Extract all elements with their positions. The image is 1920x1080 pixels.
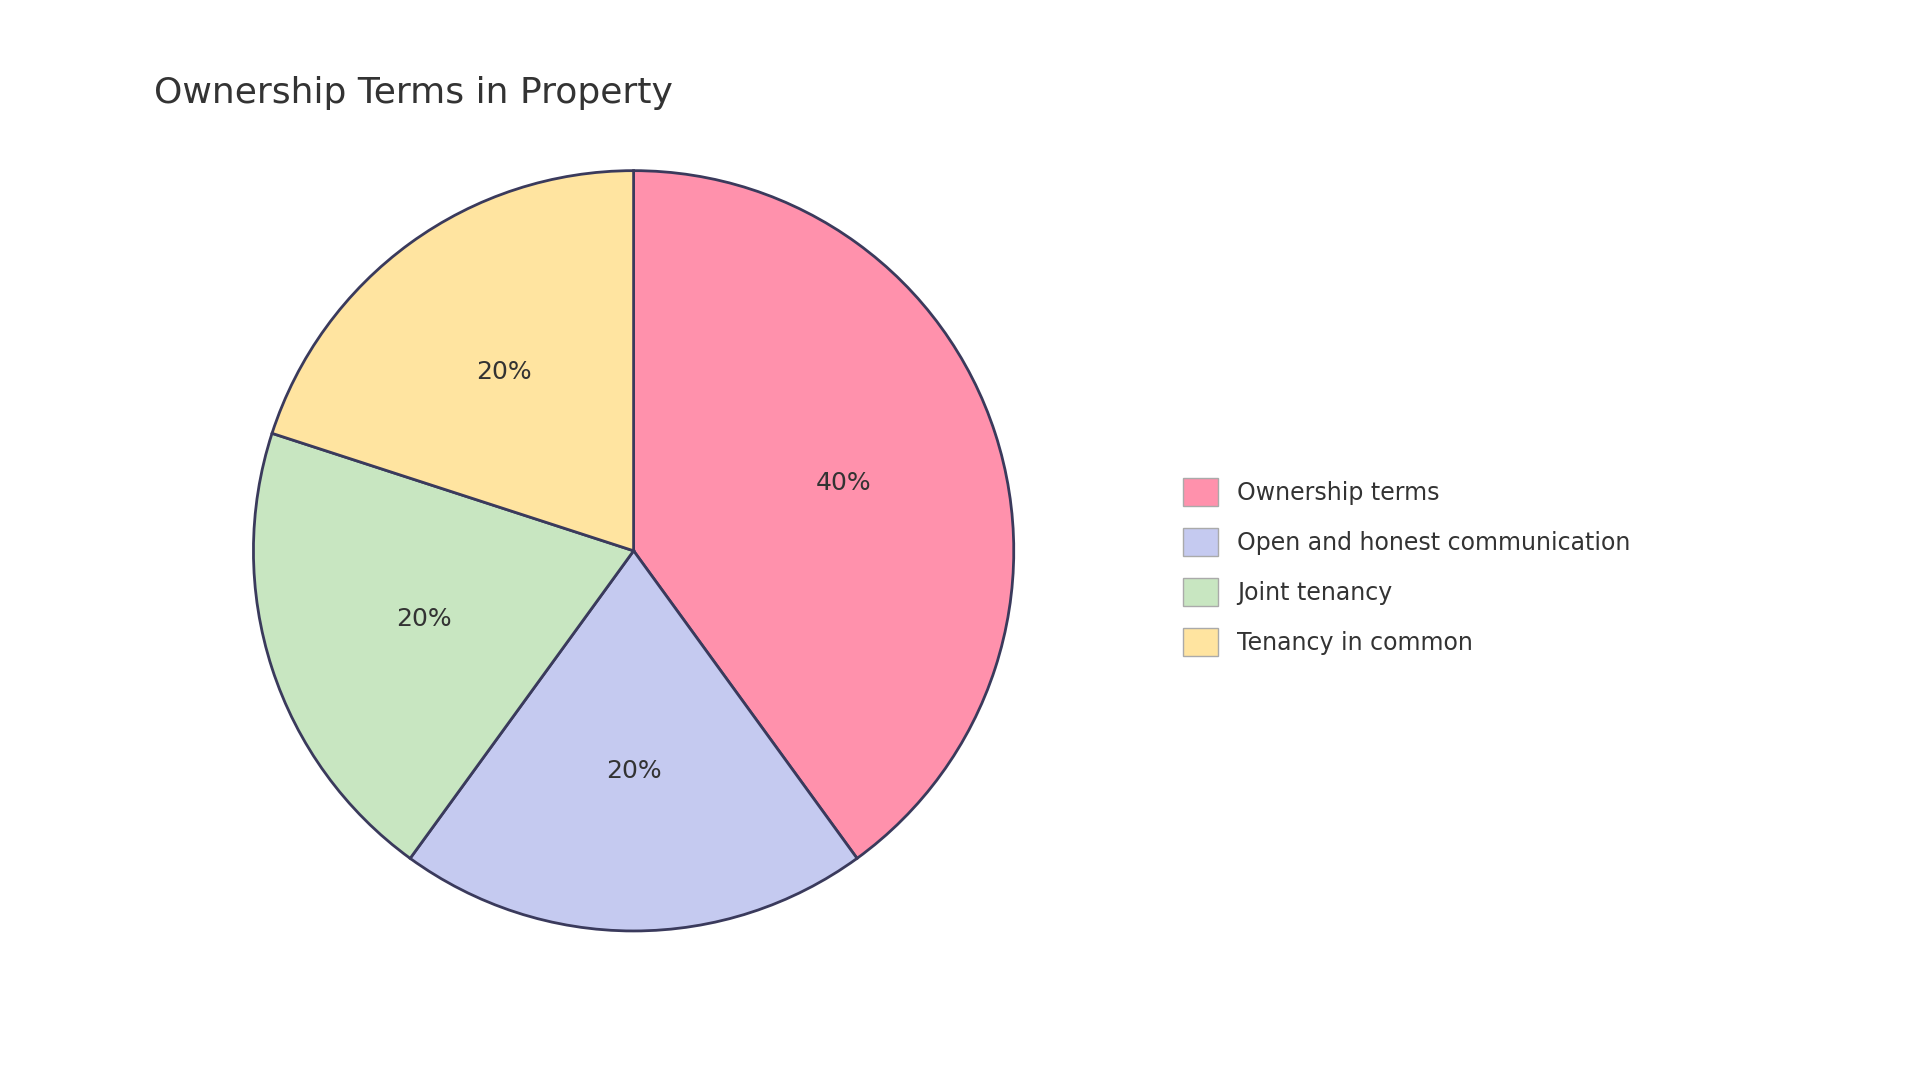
Wedge shape	[634, 171, 1014, 859]
Text: 40%: 40%	[816, 471, 872, 495]
Text: 20%: 20%	[396, 607, 451, 631]
Legend: Ownership terms, Open and honest communication, Joint tenancy, Tenancy in common: Ownership terms, Open and honest communi…	[1164, 459, 1649, 675]
Wedge shape	[273, 171, 634, 551]
Wedge shape	[253, 433, 634, 859]
Wedge shape	[411, 551, 856, 931]
Text: 20%: 20%	[607, 759, 660, 783]
Text: 20%: 20%	[476, 361, 532, 384]
Text: Ownership Terms in Property: Ownership Terms in Property	[154, 76, 672, 109]
